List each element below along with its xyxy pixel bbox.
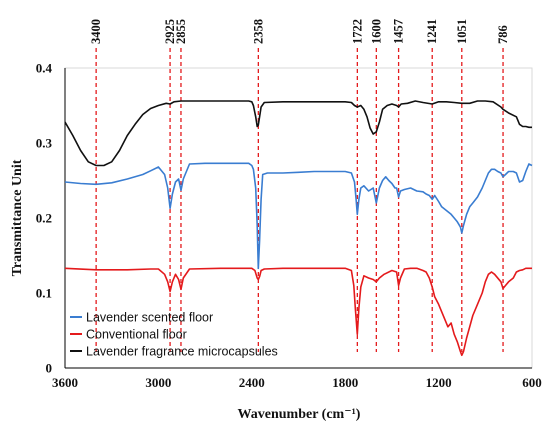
series-layer bbox=[64, 100, 533, 357]
peak-label-2925: 2925 bbox=[163, 19, 177, 44]
series-line-1 bbox=[64, 162, 533, 270]
peak-label-1722: 1722 bbox=[350, 19, 364, 44]
peak-label-1600: 1600 bbox=[369, 19, 383, 44]
peak-lines bbox=[95, 48, 504, 352]
x-tick-1200: 1200 bbox=[426, 375, 452, 390]
peak-label-2855: 2855 bbox=[174, 19, 188, 44]
x-tick-3000: 3000 bbox=[145, 375, 171, 390]
x-tick-1800: 1800 bbox=[332, 375, 358, 390]
legend-label-1: Lavender scented floor bbox=[86, 311, 213, 325]
y-tick-0.3: 0.3 bbox=[36, 136, 53, 151]
y-tick-0: 0 bbox=[46, 361, 53, 376]
x-tick-2400: 2400 bbox=[239, 375, 265, 390]
y-tick-0.4: 0.4 bbox=[36, 61, 53, 76]
legend: Lavender scented floor Conventional floor… bbox=[70, 311, 278, 359]
y-tick-0.2: 0.2 bbox=[36, 211, 52, 226]
peak-label-1457: 1457 bbox=[392, 19, 406, 44]
x-tick-3600: 3600 bbox=[52, 375, 78, 390]
tick-labels: 3600 3000 2400 1800 1200 600 0 0.1 0.2 0.3 0.4 bbox=[36, 61, 542, 391]
series-line-3 bbox=[64, 100, 532, 167]
peak-label-786: 786 bbox=[496, 25, 510, 44]
peak-label-1241: 1241 bbox=[425, 19, 439, 44]
y-tick-0.1: 0.1 bbox=[36, 286, 52, 301]
series-line-2 bbox=[64, 267, 532, 357]
x-tick-600: 600 bbox=[522, 375, 542, 390]
peak-label-3400: 3400 bbox=[89, 19, 103, 44]
x-axis-title: Wavenumber (cm⁻¹) bbox=[238, 407, 361, 422]
axes bbox=[64, 67, 533, 369]
y-axis-title: Transmittance Unit bbox=[10, 159, 25, 276]
legend-label-2: Conventional floor bbox=[86, 328, 187, 342]
peak-label-1051: 1051 bbox=[455, 19, 469, 44]
legend-label-3: Lavender fragrance microcapsules bbox=[86, 345, 278, 359]
peak-label-2358: 2358 bbox=[251, 19, 265, 44]
